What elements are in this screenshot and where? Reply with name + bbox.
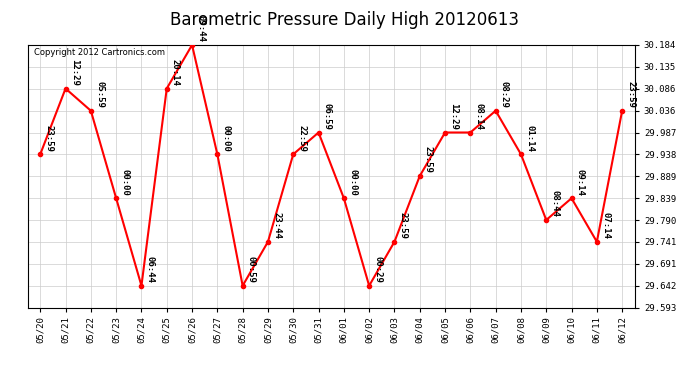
Text: 23:59: 23:59 — [424, 146, 433, 173]
Text: 06:59: 06:59 — [323, 103, 332, 130]
Text: 00:29: 00:29 — [373, 256, 382, 283]
Text: 08:44: 08:44 — [551, 190, 560, 217]
Text: 20:14: 20:14 — [171, 59, 180, 86]
Text: 01:14: 01:14 — [525, 124, 534, 152]
Text: 06:44: 06:44 — [146, 256, 155, 283]
Text: 12:29: 12:29 — [449, 103, 458, 130]
Text: 00:59: 00:59 — [247, 256, 256, 283]
Text: 09:14: 09:14 — [575, 169, 584, 195]
Text: 23:59: 23:59 — [399, 212, 408, 239]
Text: 00:00: 00:00 — [348, 169, 357, 195]
Text: Copyright 2012 Cartronics.com: Copyright 2012 Cartronics.com — [34, 48, 165, 57]
Text: 23:59: 23:59 — [627, 81, 635, 108]
Text: 05:59: 05:59 — [95, 81, 104, 108]
Text: 23:59: 23:59 — [44, 124, 53, 152]
Text: 07:14: 07:14 — [601, 212, 610, 239]
Text: 09:44: 09:44 — [196, 15, 205, 42]
Text: 00:00: 00:00 — [120, 169, 129, 195]
Text: Barometric Pressure Daily High 20120613: Barometric Pressure Daily High 20120613 — [170, 11, 520, 29]
Text: 12:29: 12:29 — [70, 59, 79, 86]
Text: 23:44: 23:44 — [272, 212, 281, 239]
Text: 08:14: 08:14 — [475, 103, 484, 130]
Text: 00:00: 00:00 — [221, 124, 230, 152]
Text: 08:29: 08:29 — [500, 81, 509, 108]
Text: 22:59: 22:59 — [297, 124, 306, 152]
